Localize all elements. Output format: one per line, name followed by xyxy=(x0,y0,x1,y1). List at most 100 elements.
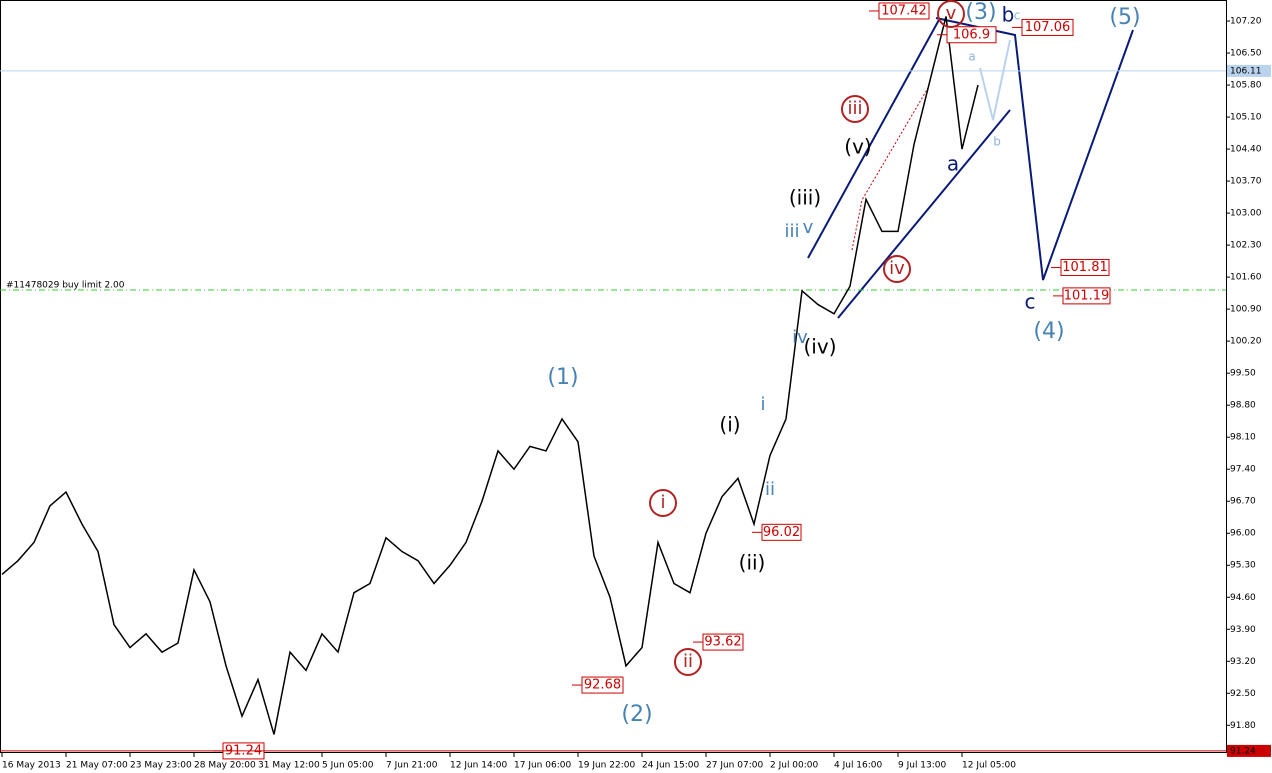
wave-label: v xyxy=(946,3,957,24)
wave-label: a xyxy=(968,50,975,64)
x-tick-label: 21 May 07:00 xyxy=(66,761,128,771)
wave-label: #11478029 buy limit 2.00 xyxy=(6,281,125,291)
y-tick-label: 103.00 xyxy=(1230,209,1262,219)
wave-label: iii xyxy=(784,221,799,242)
x-tick-label: 31 May 12:00 xyxy=(258,761,320,771)
trend-dotted xyxy=(851,87,929,251)
wave-label: ii xyxy=(765,479,775,500)
y-tick-label: 107.20 xyxy=(1230,17,1262,27)
wave-circle xyxy=(649,489,677,517)
y-tick-label: 100.90 xyxy=(1230,305,1262,315)
y-tick-label: 93.20 xyxy=(1230,657,1256,667)
wave-circle xyxy=(883,255,911,283)
y-tick-label: 94.60 xyxy=(1230,593,1256,603)
y-tick-label: 105.80 xyxy=(1230,81,1262,91)
price-label: 106.9 xyxy=(953,27,990,42)
y-tick-label: 96.00 xyxy=(1230,529,1256,539)
wave-label: iii xyxy=(847,98,862,119)
wave-label: iv xyxy=(792,327,808,348)
x-tick-label: 19 Jun 22:00 xyxy=(578,761,635,771)
price-label-box xyxy=(581,676,624,694)
y-tick-label: 100.20 xyxy=(1230,337,1262,347)
current-price-box xyxy=(1227,64,1271,77)
y-tick-label: 98.10 xyxy=(1230,433,1256,443)
plot-frame xyxy=(0,0,1227,753)
wave-projections xyxy=(807,17,1134,319)
wave-label: (iv) xyxy=(804,335,837,359)
price-label: 101.81 xyxy=(1062,260,1108,275)
x-tick-label: 17 Jun 06:00 xyxy=(514,761,571,771)
y-tick-label: 102.30 xyxy=(1230,241,1262,251)
price-label-box xyxy=(878,2,930,20)
wave-label: ii xyxy=(683,651,693,672)
wave-label: (5) xyxy=(1109,5,1140,30)
x-tick-label: 2 Jul 00:00 xyxy=(770,761,819,771)
wave-circle xyxy=(841,95,869,123)
wave-label: b xyxy=(993,135,1001,149)
y-tick-label: 106.50 xyxy=(1230,49,1262,59)
price-label-box xyxy=(1021,18,1074,36)
wave-label: (ii) xyxy=(739,551,766,575)
wave-label: (i) xyxy=(719,413,740,437)
y-tick-label: 98.80 xyxy=(1230,401,1256,411)
price-label-box xyxy=(1062,287,1111,305)
wave-label: (2) xyxy=(621,702,652,727)
y-tick-label: 103.70 xyxy=(1230,177,1262,187)
low-axis-label: 91.24 xyxy=(1230,746,1256,756)
x-tick-label: 9 Jul 13:00 xyxy=(898,761,947,771)
x-tick-label: 4 Jul 16:00 xyxy=(834,761,883,771)
price-label: 92.68 xyxy=(584,678,621,693)
y-tick-label: 104.40 xyxy=(1230,145,1262,155)
y-tick-label: 105.10 xyxy=(1230,113,1262,123)
price-label: 96.02 xyxy=(763,525,800,540)
x-tick-label: 12 Jun 14:00 xyxy=(450,761,507,771)
price-label-box xyxy=(702,633,744,651)
wave-label: (1) xyxy=(547,365,578,390)
price-label: 93.62 xyxy=(704,635,741,650)
x-tick-label: 7 Jun 21:00 xyxy=(386,761,438,771)
current-price-label: 106.11 xyxy=(1230,66,1262,76)
x-tick-label: 28 May 20:00 xyxy=(194,761,256,771)
channel-lower xyxy=(837,109,1011,319)
x-tick-label: 16 May 2013 xyxy=(2,761,61,771)
x-tick-label: 27 Jun 07:00 xyxy=(706,761,763,771)
x-tick-label: 24 Jun 15:00 xyxy=(642,761,699,771)
wave-label: (v) xyxy=(844,135,871,159)
price-label-box xyxy=(761,523,802,541)
y-tick-label: 91.80 xyxy=(1230,721,1256,731)
y-tick-label: 92.50 xyxy=(1230,689,1256,699)
wave-label: (iii) xyxy=(789,186,821,210)
wave-label: i xyxy=(760,394,765,415)
x-tick-label: 5 Jun 05:00 xyxy=(322,761,374,771)
price-label: 101.19 xyxy=(1064,288,1110,303)
wave-label: iv xyxy=(889,258,905,279)
wave-label: c xyxy=(1025,290,1036,314)
wave-circle xyxy=(937,0,965,28)
y-tick-label: 99.50 xyxy=(1230,369,1256,379)
wave-label: c xyxy=(1014,9,1021,23)
wave-label: a xyxy=(947,152,959,176)
y-tick-label: 96.70 xyxy=(1230,497,1256,507)
channel-upper xyxy=(807,17,941,259)
y-tick-label: 101.60 xyxy=(1230,273,1262,283)
wave-label: (4) xyxy=(1033,319,1064,344)
x-tick-label: 12 Jul 05:00 xyxy=(962,761,1016,771)
low-axis-box xyxy=(1227,744,1271,757)
wave-label: b xyxy=(1002,3,1015,27)
y-tick-label: 93.90 xyxy=(1230,625,1256,635)
price-line xyxy=(1,16,979,735)
y-tick-label: 97.40 xyxy=(1230,465,1256,475)
wave-label: v xyxy=(803,217,814,238)
y-tick-label: 95.30 xyxy=(1230,561,1256,571)
wave-label: i xyxy=(660,492,665,513)
price-label-box xyxy=(1060,259,1110,277)
projection-sub xyxy=(979,39,1011,121)
wave-label: (3) xyxy=(965,0,996,25)
wave-circle xyxy=(674,648,702,676)
price-label: 107.42 xyxy=(881,3,927,18)
price-label: 107.06 xyxy=(1025,20,1071,35)
price-label-box xyxy=(946,26,997,44)
x-tick-label: 23 May 23:00 xyxy=(130,761,192,771)
